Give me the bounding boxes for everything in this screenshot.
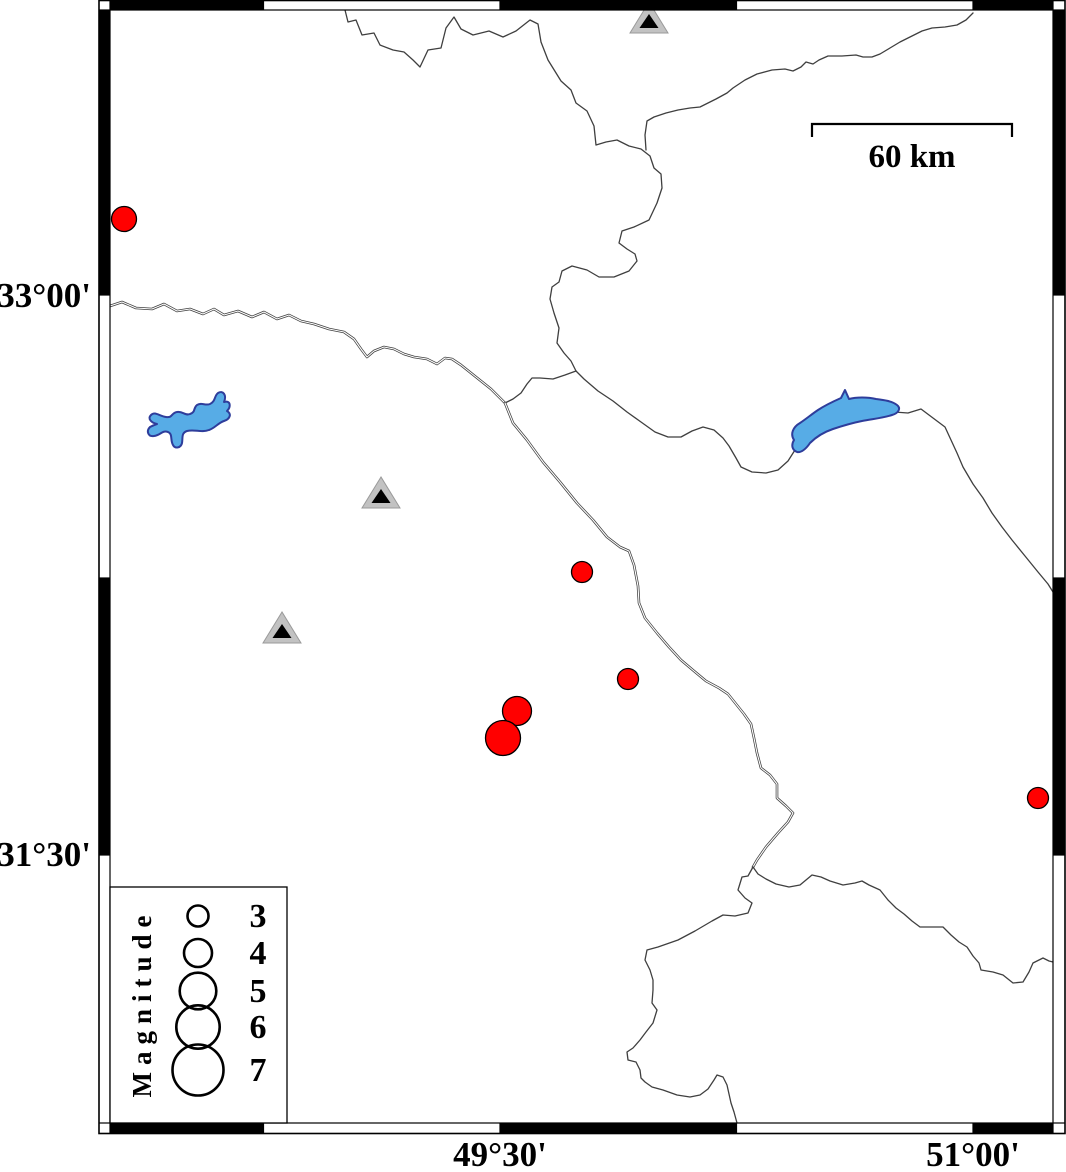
frame-segment-top [110,0,264,10]
legend-magnitude-value: 3 [250,898,267,935]
latitude-label: 31°30' [0,835,91,874]
legend-magnitude-circle [182,937,214,969]
frame-segment-bottom [973,1123,1053,1134]
station-inner-triangle [371,489,391,503]
annotations-layer: 60 km 33°00' 31°30' 49°30' 51°00' [0,122,1020,1172]
west-lake [146,391,231,449]
longitude-label: 51°00' [926,1135,1020,1172]
east-lake [791,389,901,454]
frame-segment-left [99,855,110,1123]
legend-magnitude-value: 4 [250,935,267,972]
frame-outer-border [98,0,1066,1135]
frame-segment-left [99,10,110,295]
frame-segment-top [263,0,500,10]
earthquake-epicenter [484,719,522,757]
map-frame [98,0,1066,1135]
station-inner-triangle [272,624,292,638]
legend-magnitude-value: 5 [250,973,267,1010]
legend-magnitude-value: 7 [250,1052,267,1089]
line-southeast-river [752,866,1054,984]
earthquake-epicenter [501,695,533,727]
frame-segment-left [99,578,110,855]
frame-segment-right [1053,578,1065,855]
frame-segment-left [99,295,110,578]
frame-segment-bottom [263,1123,500,1134]
frame-segment-top [973,0,1053,10]
frame-segment-top [736,0,973,10]
lakes-layer [146,389,901,454]
frame-segment-top [500,0,737,10]
earthquake-epicenter [570,560,594,584]
latitude-label: 33°00' [0,276,91,315]
longitude-label: 49°30' [453,1135,547,1172]
symbols-layer [110,1,1050,810]
legend-magnitude-circle [171,1043,225,1097]
legend-magnitude-circle [178,971,218,1011]
scale-bar-label: 60 km [868,139,955,175]
frame-segment-bottom [500,1123,737,1134]
frame-segment-right [1053,855,1065,1123]
river-west-river [108,300,507,405]
legend-magnitude-circle [175,1003,222,1050]
line-northeast-border [644,12,974,151]
legend-magnitude-circle [186,904,210,928]
station-inner-triangle [639,14,659,28]
earthquake-epicenter [616,667,640,691]
legend-magnitude-value: 6 [250,1009,267,1046]
frame-segment-bottom [736,1123,973,1134]
station-triangle [629,1,669,34]
legend-title: Magnitude [127,908,157,1097]
line-north-border [344,9,663,372]
line-east-border [575,370,1054,593]
river-west-river-core [109,301,506,404]
earthquake-epicenter [1026,786,1050,810]
line-south-river [626,866,754,1124]
earthquake-epicenter [110,205,138,233]
scale-bar [810,122,1014,137]
line-junction-link [504,370,577,404]
frame-segment-right [1053,295,1065,578]
frame-inner-border [109,9,1054,1124]
rivers-layer [108,9,1054,1124]
frame-segment-bottom [110,1123,264,1134]
river-main-river-core [504,402,794,868]
frame-segment-right [1053,10,1065,295]
station-triangle [262,611,302,644]
river-main-river [503,401,795,869]
station-triangle [361,476,401,509]
